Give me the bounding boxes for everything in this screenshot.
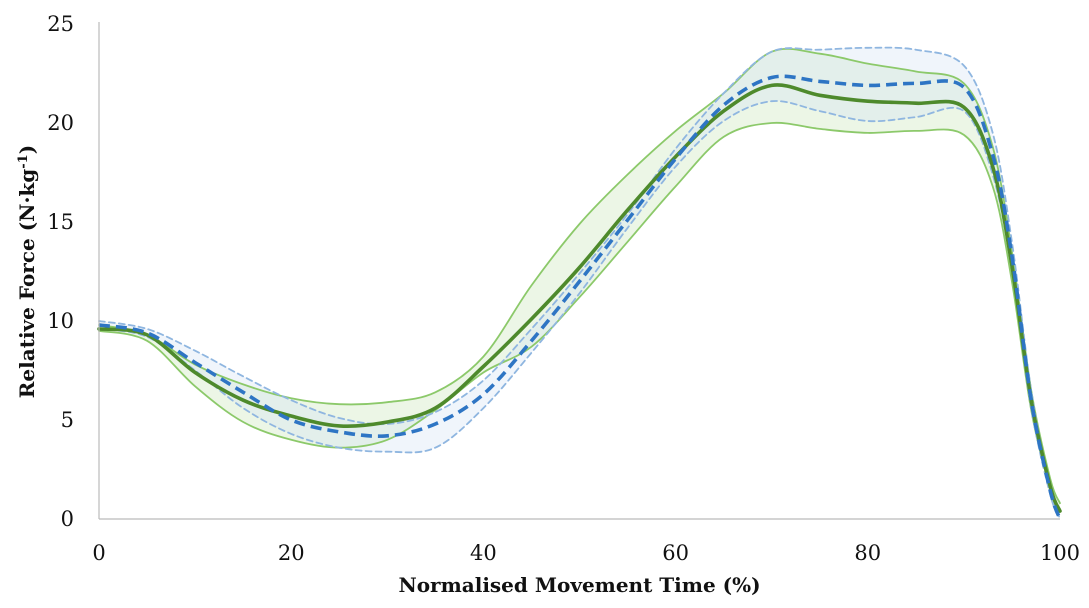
y-tick-label: 25 xyxy=(47,12,74,36)
y-axis-title-superscript: -1 xyxy=(16,154,31,168)
series-line-green-lower xyxy=(98,121,1061,510)
series-line-blue-upper xyxy=(98,46,1061,520)
x-tick-label: 40 xyxy=(470,541,497,565)
y-tick-label: 10 xyxy=(47,309,74,333)
x-tick-label: 100 xyxy=(1040,541,1080,565)
y-tick-label: 20 xyxy=(47,111,74,135)
green-sd-band xyxy=(99,48,1060,510)
series-line-blue-mean xyxy=(98,74,1062,520)
y-tick-label: 5 xyxy=(61,408,74,432)
x-tick-labels: 0 20 40 60 80 100 xyxy=(92,541,1080,565)
series-line-blue-lower xyxy=(98,100,1061,520)
y-axis-title-main: Relative Force (N·kg xyxy=(15,169,39,398)
y-tick-label: 15 xyxy=(47,210,74,234)
x-tick-label: 60 xyxy=(662,541,689,565)
x-axis-title: Normalised Movement Time (%) xyxy=(398,573,760,597)
series-lines xyxy=(97,46,1062,520)
x-tick-label: 0 xyxy=(92,541,105,565)
y-axis-title: Relative Force (N·kg-1) xyxy=(15,145,39,398)
x-tick-label: 80 xyxy=(854,541,881,565)
x-tick-label: 20 xyxy=(278,541,305,565)
y-tick-labels: 0 5 10 15 20 25 xyxy=(47,12,74,531)
y-axis-title-end: ) xyxy=(15,145,39,154)
y-tick-label: 0 xyxy=(61,507,74,531)
